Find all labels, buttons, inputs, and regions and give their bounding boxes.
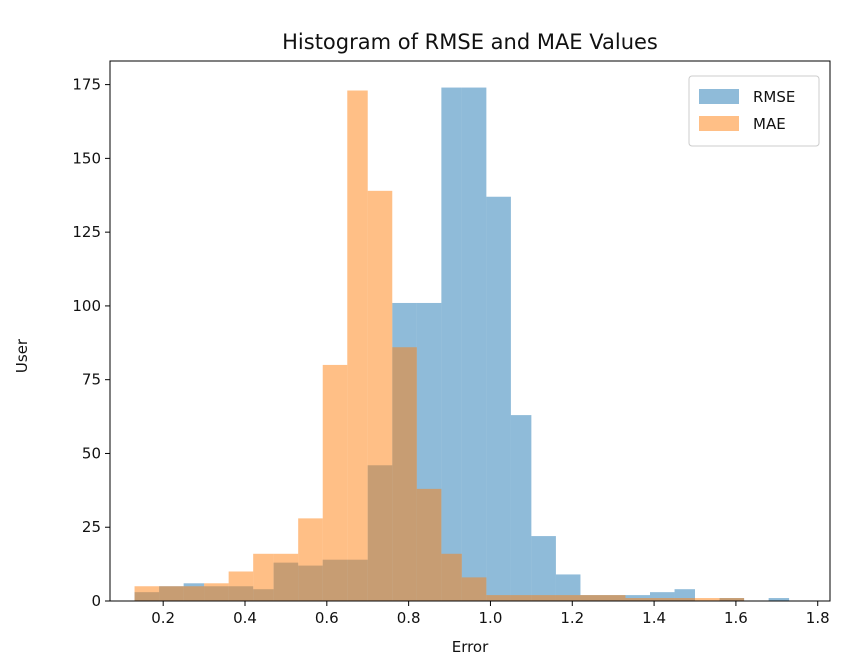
y-tick-label: 25	[82, 518, 101, 536]
y-tick-label: 100	[72, 297, 101, 315]
x-tick-label: 0.8	[397, 609, 421, 627]
mae-bar-10	[367, 190, 393, 601]
y-axis-ticks: 0 25 50 75 100 125 150 175	[72, 76, 110, 610]
rmse-bar-14	[461, 87, 487, 602]
x-tick-label: 0.2	[151, 609, 175, 627]
x-axis-label: Error	[451, 638, 489, 656]
x-tick-label: 0.6	[315, 609, 339, 627]
mae-bar-17	[531, 595, 556, 601]
mae-bar-12	[416, 488, 442, 601]
legend-swatch-mae	[699, 116, 739, 131]
mae-bar-9	[347, 90, 368, 602]
legend-box	[688, 75, 820, 147]
mae-bar-5	[253, 553, 274, 601]
rmse-bar-15	[486, 196, 511, 601]
legend: RMSE MAE	[688, 75, 820, 147]
x-tick-label: 0.4	[233, 609, 257, 627]
legend-swatch-rmse	[699, 89, 739, 104]
mae-bar-21	[625, 598, 650, 601]
mae-bar-4	[228, 571, 254, 601]
mae-bar-1	[159, 586, 184, 601]
plot-frame	[109, 60, 831, 602]
mae-bar-11	[392, 347, 417, 601]
x-tick-label: 1.6	[724, 609, 748, 627]
rmse-bar-13	[441, 87, 462, 602]
mae-bar-24	[695, 598, 720, 601]
y-tick-label: 150	[72, 149, 101, 167]
rmse-bar-16	[510, 415, 532, 601]
mae-bar-16	[510, 595, 532, 601]
x-tick-label: 1.4	[642, 609, 666, 627]
y-axis-label: User	[13, 338, 31, 374]
x-tick-label: 1.2	[560, 609, 584, 627]
mae-bar-18	[555, 595, 581, 601]
mae-bar-7	[298, 518, 323, 601]
y-tick-label: 125	[72, 223, 101, 241]
rmse-bar-27	[768, 598, 790, 601]
rmse-bar-17	[531, 536, 556, 601]
mae-bar-23	[674, 598, 695, 601]
x-tick-label: 1.0	[479, 609, 503, 627]
mae-bar-19	[580, 595, 605, 601]
mae-bar-13	[441, 553, 462, 601]
mae-bar-6	[273, 553, 299, 601]
mae-bar-0	[134, 586, 160, 601]
legend-label-rmse: RMSE	[753, 88, 795, 106]
x-axis-ticks: 0.2 0.4 0.6 0.8 1.0 1.2 1.4 1.6 1.8	[151, 601, 830, 627]
y-tick-label: 50	[82, 444, 101, 462]
y-tick-label: 75	[82, 371, 101, 389]
mae-bar-8	[322, 364, 348, 601]
mae-bar-2	[183, 586, 205, 601]
mae-bar-15	[486, 595, 511, 601]
y-tick-label: 0	[91, 592, 101, 610]
y-tick-label: 175	[72, 76, 101, 94]
x-tick-label: 1.8	[806, 609, 830, 627]
bars-layer	[134, 87, 790, 602]
chart-title: Histogram of RMSE and MAE Values	[282, 30, 658, 54]
mae-bar-25	[719, 598, 745, 601]
rmse-bar-22	[650, 592, 675, 601]
mae-bar-3	[204, 583, 229, 601]
rmse-bar-23	[674, 589, 695, 601]
mae-bar-20	[605, 595, 626, 601]
mae-bar-22	[650, 598, 675, 601]
mae-bar-14	[461, 577, 487, 601]
legend-label-mae: MAE	[753, 115, 786, 133]
